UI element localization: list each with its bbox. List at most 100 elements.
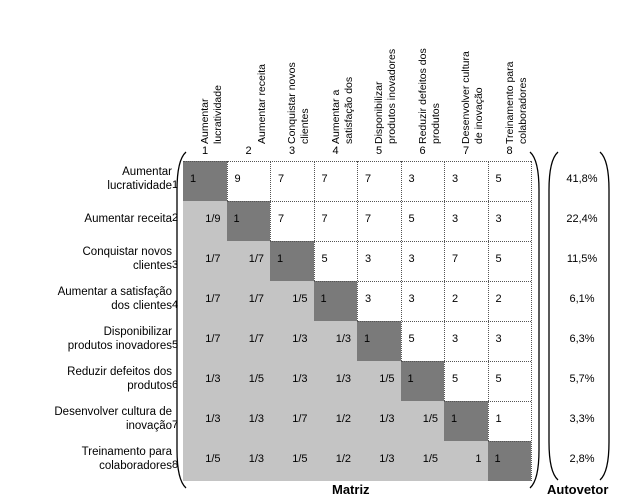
matrix-cell: 7 xyxy=(357,201,401,241)
matrix-cell: 1 xyxy=(226,201,270,241)
matrix-cell-value: 1 xyxy=(320,293,327,305)
matrix-cell-value: 5 xyxy=(452,373,459,385)
matrix-cell-value: 1 xyxy=(364,333,371,345)
column-number: 1 xyxy=(201,145,209,157)
column-header: Aumentar a satisfação dos xyxy=(316,4,356,146)
matrix-cell: 1 xyxy=(270,241,314,281)
comparison-matrix: 1 9 7 7 7 3 3 5 1/9 1 7 7 7 5 3 3 1/7 1/7 1 5 3 3 7 5 1/7 1/7 1/5 1… xyxy=(183,161,532,481)
vector-left-bracket xyxy=(548,151,559,481)
autovetor-value: 22,4% xyxy=(566,213,598,225)
matrix-cell: 1 xyxy=(183,161,227,201)
row-label: Treinamento para colaboradores xyxy=(81,446,172,472)
matrix-cell: 7 xyxy=(357,161,401,201)
row-number: 2 xyxy=(171,212,179,224)
row-label: Aumentar a satisfação dos clientes xyxy=(57,286,172,312)
matrix-cell-value: 1/2 xyxy=(335,453,351,465)
matrix-left-bracket xyxy=(176,151,187,489)
matrix-cell-value: 1/2 xyxy=(335,413,351,425)
matrix-cell: 1/5 xyxy=(226,361,270,401)
matrix-cell: 1/3 xyxy=(270,361,314,401)
column-header: Aumentar lucratividade xyxy=(185,4,225,146)
column-header-label: Disponibilizar produtos inovadores xyxy=(373,48,398,144)
matrix-cell: 1/5 xyxy=(400,441,444,481)
autovetor-value: 11,5% xyxy=(566,253,598,265)
matrix-cell: 1/7 xyxy=(226,281,270,321)
matrix-cell-value: 1/7 xyxy=(248,293,264,305)
matrix-cell: 3 xyxy=(400,241,444,281)
grid-line-horizontal xyxy=(270,241,531,242)
matrix-cell: 3 xyxy=(444,161,488,201)
grid-line-vertical xyxy=(313,161,315,281)
matrix-cell-value: 3 xyxy=(408,173,415,185)
matrix-cell: 1/7 xyxy=(270,401,314,441)
column-header: Conquistar novos clientes xyxy=(272,4,312,146)
autovetor-value: 3,3% xyxy=(569,413,595,425)
matrix-cell-value: 1/3 xyxy=(379,453,395,465)
matrix-cell-value: 1/5 xyxy=(292,293,308,305)
matrix-cell: 1/7 xyxy=(183,281,227,321)
matrix-cell: 1/3 xyxy=(357,441,401,481)
matrix-cell: 1 xyxy=(357,321,401,361)
matrix-cell: 1/3 xyxy=(183,401,227,441)
matrix-cell: 9 xyxy=(226,161,270,201)
matrix-cell: 1/3 xyxy=(270,321,314,361)
matrix-cell-value: 1 xyxy=(451,413,458,425)
grid-line-horizontal xyxy=(487,441,531,442)
matrix-cell: 1/5 xyxy=(270,281,314,321)
column-header-label: Conquistar novos clientes xyxy=(286,62,311,144)
column-header-label: Aumentar receita xyxy=(255,64,268,144)
matrix-cell: 7 xyxy=(313,161,357,201)
matrix-cell-value: 1/5 xyxy=(422,413,438,425)
column-number: 8 xyxy=(506,145,513,157)
matrix-cell-value: 1/7 xyxy=(205,293,221,305)
matrix-cell: 3 xyxy=(444,201,488,241)
matrix-cell-value: 1 xyxy=(277,253,284,265)
matrix-cell: 5 xyxy=(313,241,357,281)
matrix-cell: 1/7 xyxy=(226,241,270,281)
grid-line-horizontal xyxy=(357,321,531,322)
row-label: Reduzir defeitos dos produtos xyxy=(67,366,172,392)
matrix-cell-value: 1/3 xyxy=(292,373,308,385)
column-number: 4 xyxy=(332,145,339,157)
column-header-label: Reduzir defeitos dos produtos xyxy=(416,48,442,144)
matrix-cell-value: 7 xyxy=(452,253,459,265)
matrix-cell: 1 xyxy=(444,441,488,481)
matrix-cell-value: 2 xyxy=(495,293,502,305)
matrix-cell-value: 1/3 xyxy=(379,413,395,425)
matrix-cell: 1/5 xyxy=(270,441,314,481)
matrix-cell: 3 xyxy=(400,161,444,201)
grid-line-vertical xyxy=(487,161,489,441)
matrix-cell: 1 xyxy=(487,401,531,441)
column-header-label: Aumentar lucratividade xyxy=(199,85,224,144)
matrix-cell: 1/5 xyxy=(183,441,227,481)
grid-line-horizontal xyxy=(313,281,531,282)
matrix-cell-value: 1/5 xyxy=(379,373,395,385)
matrix-cell: 7 xyxy=(444,241,488,281)
matrix-cell-value: 7 xyxy=(278,213,285,225)
matrix-cell-value: 5 xyxy=(495,373,502,385)
autovetor-value: 6,3% xyxy=(569,333,595,345)
column-number: 6 xyxy=(419,145,426,157)
matrix-cell-value: 3 xyxy=(495,213,502,225)
matrix-cell: 1/3 xyxy=(226,441,270,481)
matrix-cell-value: 1 xyxy=(475,453,482,465)
matrix-cell-value: 5 xyxy=(495,253,502,265)
column-header-label: Desenvolver cultura de inovação xyxy=(460,51,485,144)
matrix-cell-value: 1/3 xyxy=(248,413,264,425)
matrix-cell: 3 xyxy=(357,281,401,321)
matrix-cell: 2 xyxy=(444,281,488,321)
matrix-cell: 1/5 xyxy=(400,401,444,441)
row-number: 3 xyxy=(171,259,179,271)
matrix-cell: 1/5 xyxy=(357,361,401,401)
matrix-cell-value: 3 xyxy=(408,253,415,265)
matrix-cell-value: 1/5 xyxy=(248,373,264,385)
column-header-label: Aumentar a satisfação dos xyxy=(329,76,355,144)
matrix-cell-value: 2 xyxy=(452,293,459,305)
column-header-label: Treinamento para colaboradores xyxy=(503,61,529,145)
column-number: 3 xyxy=(288,145,296,157)
matrix-cell: 5 xyxy=(400,201,444,241)
matrix-cell-value: 1/9 xyxy=(205,213,221,225)
matrix-cell-value: 1 xyxy=(407,373,414,385)
matrix-cell: 5 xyxy=(487,241,531,281)
matrix-cell-value: 5 xyxy=(408,333,415,345)
